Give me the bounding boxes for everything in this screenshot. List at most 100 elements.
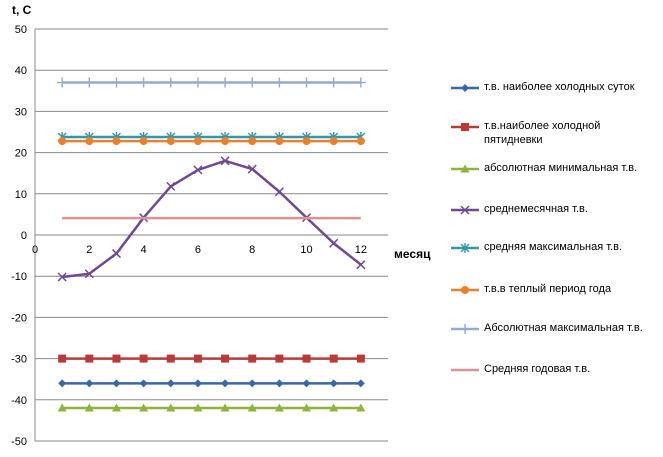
- data-point: [112, 379, 121, 388]
- data-point: [247, 77, 258, 88]
- series-7: [57, 77, 366, 88]
- legend-label: абсолютная минимальная т.в.: [484, 162, 638, 174]
- data-point: [166, 379, 175, 388]
- data-point: [356, 403, 366, 412]
- data-point: [84, 77, 95, 88]
- series-3: [57, 403, 366, 412]
- data-point: [356, 354, 365, 363]
- data-point: [248, 379, 257, 388]
- data-point: [302, 379, 311, 388]
- legend-item: т.в.в теплый период года: [450, 282, 660, 296]
- data-point: [274, 77, 285, 88]
- data-point: [301, 77, 312, 88]
- y-tick-label: 50: [15, 24, 27, 36]
- data-point: [193, 165, 203, 175]
- legend-swatch: [451, 164, 479, 173]
- series-4: [57, 156, 366, 282]
- series-2: [58, 354, 365, 363]
- legend-marker: [460, 243, 470, 253]
- data-point: [355, 77, 366, 88]
- legend-swatch: [451, 368, 479, 372]
- y-tick-label: 20: [15, 148, 27, 160]
- data-point: [275, 137, 284, 146]
- data-point: [85, 354, 94, 363]
- x-tick-labels: 0 2 4 6 8 10 12: [32, 244, 367, 256]
- data-point: [165, 77, 176, 88]
- legend-label: Средняя годовая т.в.: [484, 363, 591, 375]
- x-tick-label: 10: [300, 244, 312, 256]
- data-point: [302, 137, 311, 146]
- data-point: [329, 403, 339, 412]
- data-point: [328, 77, 339, 88]
- legend-label: средняя максимальная т.в.: [484, 241, 623, 253]
- data-point: [57, 272, 67, 282]
- data-point: [84, 269, 94, 279]
- series-group: [57, 77, 366, 412]
- data-point: [356, 379, 365, 388]
- legend-item: Средняя годовая т.в.: [450, 362, 660, 376]
- legend-item: среднемесячная т.в.: [450, 202, 660, 216]
- series-line: [62, 159, 362, 279]
- data-point: [57, 77, 68, 88]
- data-point: [329, 379, 338, 388]
- data-point: [274, 187, 284, 197]
- data-point: [248, 137, 257, 146]
- data-point: [274, 403, 284, 412]
- series-1: [58, 379, 365, 388]
- data-point: [57, 403, 67, 412]
- data-point: [166, 137, 175, 146]
- data-point: [221, 137, 230, 146]
- legend-label: среднемесячная т.в.: [484, 203, 588, 215]
- data-point: [139, 137, 148, 146]
- data-point: [111, 403, 121, 412]
- x-axis-title: месяц: [394, 247, 431, 261]
- gridlines: [34, 28, 388, 442]
- data-point: [58, 137, 67, 146]
- data-point: [193, 354, 202, 363]
- legend-marker: [461, 286, 469, 294]
- data-point: [192, 77, 203, 88]
- data-point: [139, 403, 149, 412]
- y-tick-label: -40: [11, 395, 27, 407]
- y-axis-title: t, C: [12, 3, 32, 17]
- legend-marker: [461, 123, 469, 131]
- data-point: [220, 403, 230, 412]
- y-tick-label: 30: [15, 106, 27, 118]
- data-point: [221, 379, 230, 388]
- y-tick-label: -10: [11, 271, 27, 283]
- data-point: [111, 77, 122, 88]
- y-tick-label: 10: [15, 189, 27, 201]
- data-point: [84, 403, 94, 412]
- data-point: [193, 403, 203, 412]
- data-point: [247, 403, 257, 412]
- y-tick-label: 0: [21, 230, 27, 242]
- data-point: [302, 354, 311, 363]
- legend-swatch: [451, 84, 479, 92]
- data-point: [111, 249, 121, 259]
- y-tick-label: -30: [11, 354, 27, 366]
- data-point: [220, 156, 230, 166]
- legend-label: т.в.наиболее холодной пятидневки: [484, 120, 601, 146]
- legend-label: Абсолютная максимальная т.в.: [484, 322, 643, 334]
- x-tick-label: 6: [195, 244, 201, 256]
- legend-swatch: [451, 324, 479, 334]
- data-point: [329, 354, 338, 363]
- data-point: [112, 137, 121, 146]
- legend-marker: [460, 164, 470, 173]
- x-tick-label: 12: [355, 244, 367, 256]
- data-point: [275, 354, 284, 363]
- data-point: [248, 354, 257, 363]
- legend-item: абсолютная минимальная т.в.: [450, 161, 660, 175]
- data-point: [85, 137, 94, 146]
- data-point: [166, 354, 175, 363]
- data-point: [302, 403, 312, 412]
- data-point: [220, 77, 231, 88]
- data-point: [166, 403, 176, 412]
- legend-item: средняя максимальная т.в.: [450, 240, 660, 254]
- series-5: [57, 131, 366, 142]
- y-tick-labels: 50 40 30 20 10 0 -10 -20 -30 -40 -50: [11, 24, 27, 448]
- data-point: [58, 379, 67, 388]
- x-tick-label: 8: [249, 244, 255, 256]
- data-point: [138, 77, 149, 88]
